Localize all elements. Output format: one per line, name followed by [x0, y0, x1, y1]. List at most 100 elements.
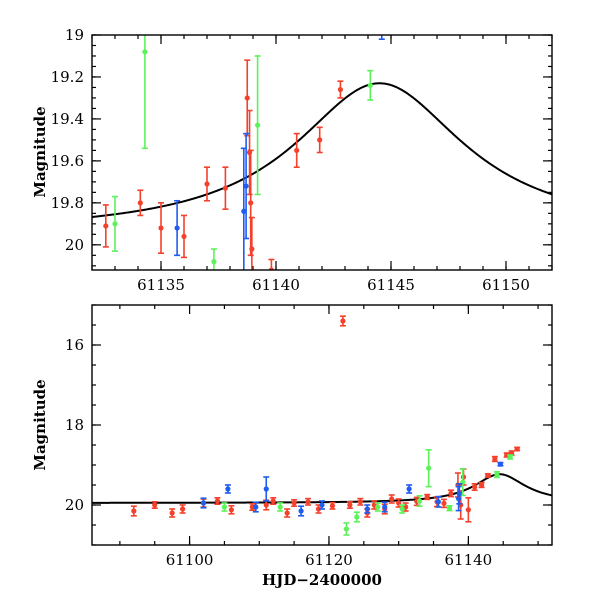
green-marker: [375, 504, 381, 510]
red-data-point: [222, 166, 229, 210]
red-data-point: [316, 126, 323, 154]
blue-marker: [497, 461, 504, 467]
blue-data-point: [364, 504, 371, 514]
red-marker: [152, 502, 158, 508]
red-data-point: [346, 500, 353, 510]
red-marker: [291, 500, 297, 506]
blue-marker: [298, 508, 304, 514]
red-data-point: [337, 80, 344, 99]
green-marker: [446, 505, 453, 511]
y-tick-label: 16: [65, 336, 84, 354]
red-marker: [329, 503, 336, 509]
blue-data-point: [252, 501, 259, 513]
red-data-point: [440, 498, 447, 509]
top-plot-area: [92, 35, 552, 270]
green-marker: [367, 82, 373, 88]
blue-marker: [456, 491, 462, 497]
red-marker: [270, 498, 276, 504]
red-marker: [465, 507, 471, 513]
red-data-point: [305, 497, 312, 506]
red-data-point: [169, 508, 176, 518]
green-marker: [142, 49, 148, 55]
red-data-point: [247, 149, 254, 257]
green-marker: [416, 498, 423, 504]
top-tick-labels: 61135 61140 61145 61150 19 19.2 19.4 19.6 19.8 20: [51, 26, 530, 294]
green-marker: [221, 504, 228, 510]
green-data-point: [353, 511, 360, 523]
x-tick-label: 61140: [252, 276, 300, 294]
red-marker: [514, 446, 520, 452]
bottom-tick-labels: 61100 61120 61140 16 18 20: [65, 336, 492, 569]
red-marker: [284, 510, 290, 516]
model-curve: [92, 82, 552, 218]
red-marker: [337, 86, 343, 93]
red-data-point: [181, 214, 187, 259]
red-data-point: [447, 489, 454, 498]
blue-marker: [200, 500, 207, 506]
red-data-point: [388, 494, 395, 504]
green-data-point: [416, 494, 423, 508]
bottom-panel: 61100 61120 61140 16 18 20 Magnitude HJD−2400…: [31, 304, 553, 589]
x-tick-label: 61100: [166, 551, 214, 569]
red-data-point: [179, 504, 186, 514]
red-data-point: [357, 497, 364, 506]
red-marker: [131, 508, 137, 514]
red-data-point: [465, 496, 472, 523]
red-marker: [492, 456, 498, 462]
red-marker: [180, 506, 186, 512]
red-marker: [263, 502, 269, 508]
green-marker: [112, 221, 118, 227]
green-marker: [277, 504, 283, 510]
red-data-point: [158, 202, 164, 255]
red-data-point: [204, 166, 210, 202]
red-data-point: [214, 496, 221, 506]
green-data-point: [493, 470, 500, 479]
red-data-point: [471, 482, 478, 492]
top-frame: [91, 34, 553, 271]
y-tick-label: 20: [65, 496, 84, 514]
blue-marker: [364, 506, 370, 512]
blue-data-point: [263, 476, 270, 502]
red-data-point: [329, 501, 336, 510]
red-marker: [485, 472, 491, 478]
y-tick-label: 19.4: [51, 110, 84, 128]
red-data-point: [270, 496, 277, 506]
green-data-point: [374, 502, 381, 512]
blue-marker: [253, 504, 259, 510]
top-y-axis-title: Magnitude: [31, 106, 49, 197]
red-data-point: [248, 216, 255, 270]
green-marker: [507, 454, 513, 460]
red-marker: [214, 498, 221, 504]
red-marker: [249, 246, 255, 252]
blue-marker: [406, 486, 412, 492]
red-data-point: [137, 189, 144, 217]
green-data-point: [343, 522, 350, 536]
red-data-point: [291, 498, 298, 508]
green-marker: [494, 472, 500, 478]
blue-data-point: [200, 497, 207, 509]
bottom-plot-area: [92, 315, 552, 536]
x-tick-label: 61145: [367, 276, 415, 294]
red-marker: [340, 318, 346, 324]
blue-marker: [382, 504, 388, 510]
green-data-point: [221, 502, 228, 512]
green-data-point: [446, 504, 453, 512]
blue-data-point: [456, 482, 463, 505]
blue-marker: [174, 225, 180, 231]
y-tick-label: 18: [65, 416, 84, 434]
red-data-point: [478, 481, 485, 489]
bottom-frame: [91, 304, 553, 546]
red-marker: [103, 223, 109, 229]
blue-data-point: [406, 484, 413, 494]
green-marker: [343, 526, 349, 532]
green-marker: [255, 122, 261, 128]
green-marker: [426, 465, 432, 471]
blue-data-point: [497, 461, 504, 467]
green-data-point: [254, 55, 261, 196]
green-marker: [211, 259, 217, 265]
red-data-point: [228, 504, 235, 515]
blue-marker: [435, 499, 441, 505]
green-data-point: [367, 69, 374, 101]
red-data-point: [491, 455, 498, 463]
blue-data-point: [174, 199, 181, 257]
